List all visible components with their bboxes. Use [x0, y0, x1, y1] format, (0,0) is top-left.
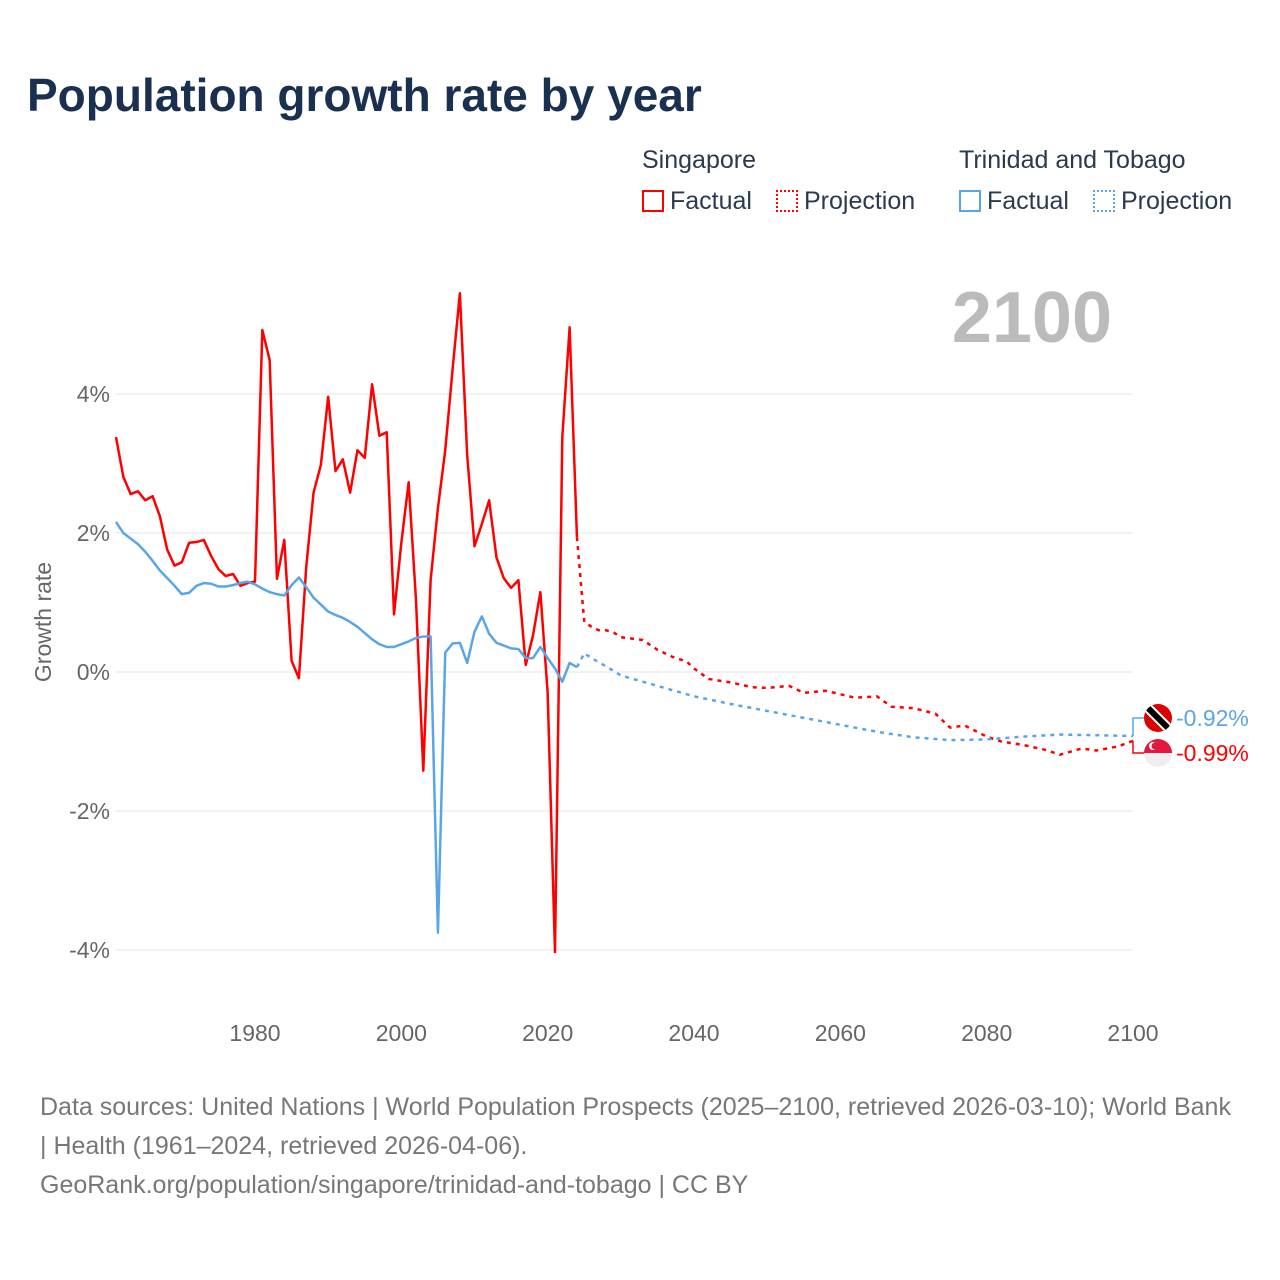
x-tick-label: 2020 [522, 1020, 573, 1046]
data-sources: Data sources: United Nations | World Pop… [40, 1088, 1240, 1205]
y-tick-label: 4% [77, 381, 110, 407]
year-watermark: 2100 [952, 278, 1112, 358]
trinidad-flag-icon [1144, 704, 1172, 732]
y-tick-label: 2% [77, 520, 110, 546]
legend-swatch-icon [776, 190, 798, 212]
legend-swatch-icon [642, 190, 664, 212]
series-line-singapore-factual [114, 291, 579, 954]
x-tick-label: 2040 [668, 1020, 719, 1046]
credit-link[interactable]: GeoRank.org/population/singapore/trinida… [40, 1171, 749, 1199]
legend-label: Factual [670, 187, 752, 215]
legend-group-trinidad: Trinidad and Tobago [959, 146, 1186, 174]
series-line-trinidad-and-tobago-factual [114, 521, 578, 934]
singapore-end-label: -0.99% [1176, 740, 1249, 766]
series-line-trinidad-and-tobago-projection [575, 651, 1134, 742]
trinidad-connector [1132, 717, 1144, 736]
x-tick-label: 2100 [1107, 1020, 1158, 1046]
legend-singapore-factual[interactable]: Factual [642, 187, 752, 216]
y-axis-label: Growth rate [30, 562, 56, 682]
x-tick-label: 2080 [961, 1020, 1012, 1046]
sources-text: Data sources: United Nations | World Pop… [40, 1093, 1231, 1160]
legend-trinidad-factual[interactable]: Factual [959, 187, 1069, 216]
legend-label: Factual [987, 187, 1069, 215]
legend-swatch-icon [959, 190, 981, 212]
x-tick-label: 2000 [376, 1020, 427, 1046]
legend-swatch-icon [1093, 190, 1115, 212]
singapore-flag-icon [1144, 739, 1172, 767]
series-line-singapore-projection [575, 537, 1134, 756]
legend-trinidad-projection[interactable]: Projection [1093, 187, 1232, 216]
y-tick-label: -2% [69, 798, 110, 824]
x-tick-label: 1980 [229, 1020, 280, 1046]
legend-label: Projection [1121, 187, 1233, 215]
legend-group-singapore: Singapore [642, 146, 756, 174]
x-tick-label: 2060 [815, 1020, 866, 1046]
legend-singapore-projection[interactable]: Projection [776, 187, 915, 216]
singapore-connector [1132, 740, 1144, 754]
trinidad-end-label: -0.92% [1176, 705, 1249, 731]
y-tick-label: -4% [69, 937, 110, 963]
y-tick-label: 0% [77, 659, 110, 685]
chart-title: Population growth rate by year [27, 69, 702, 121]
legend-label: Projection [804, 187, 916, 215]
